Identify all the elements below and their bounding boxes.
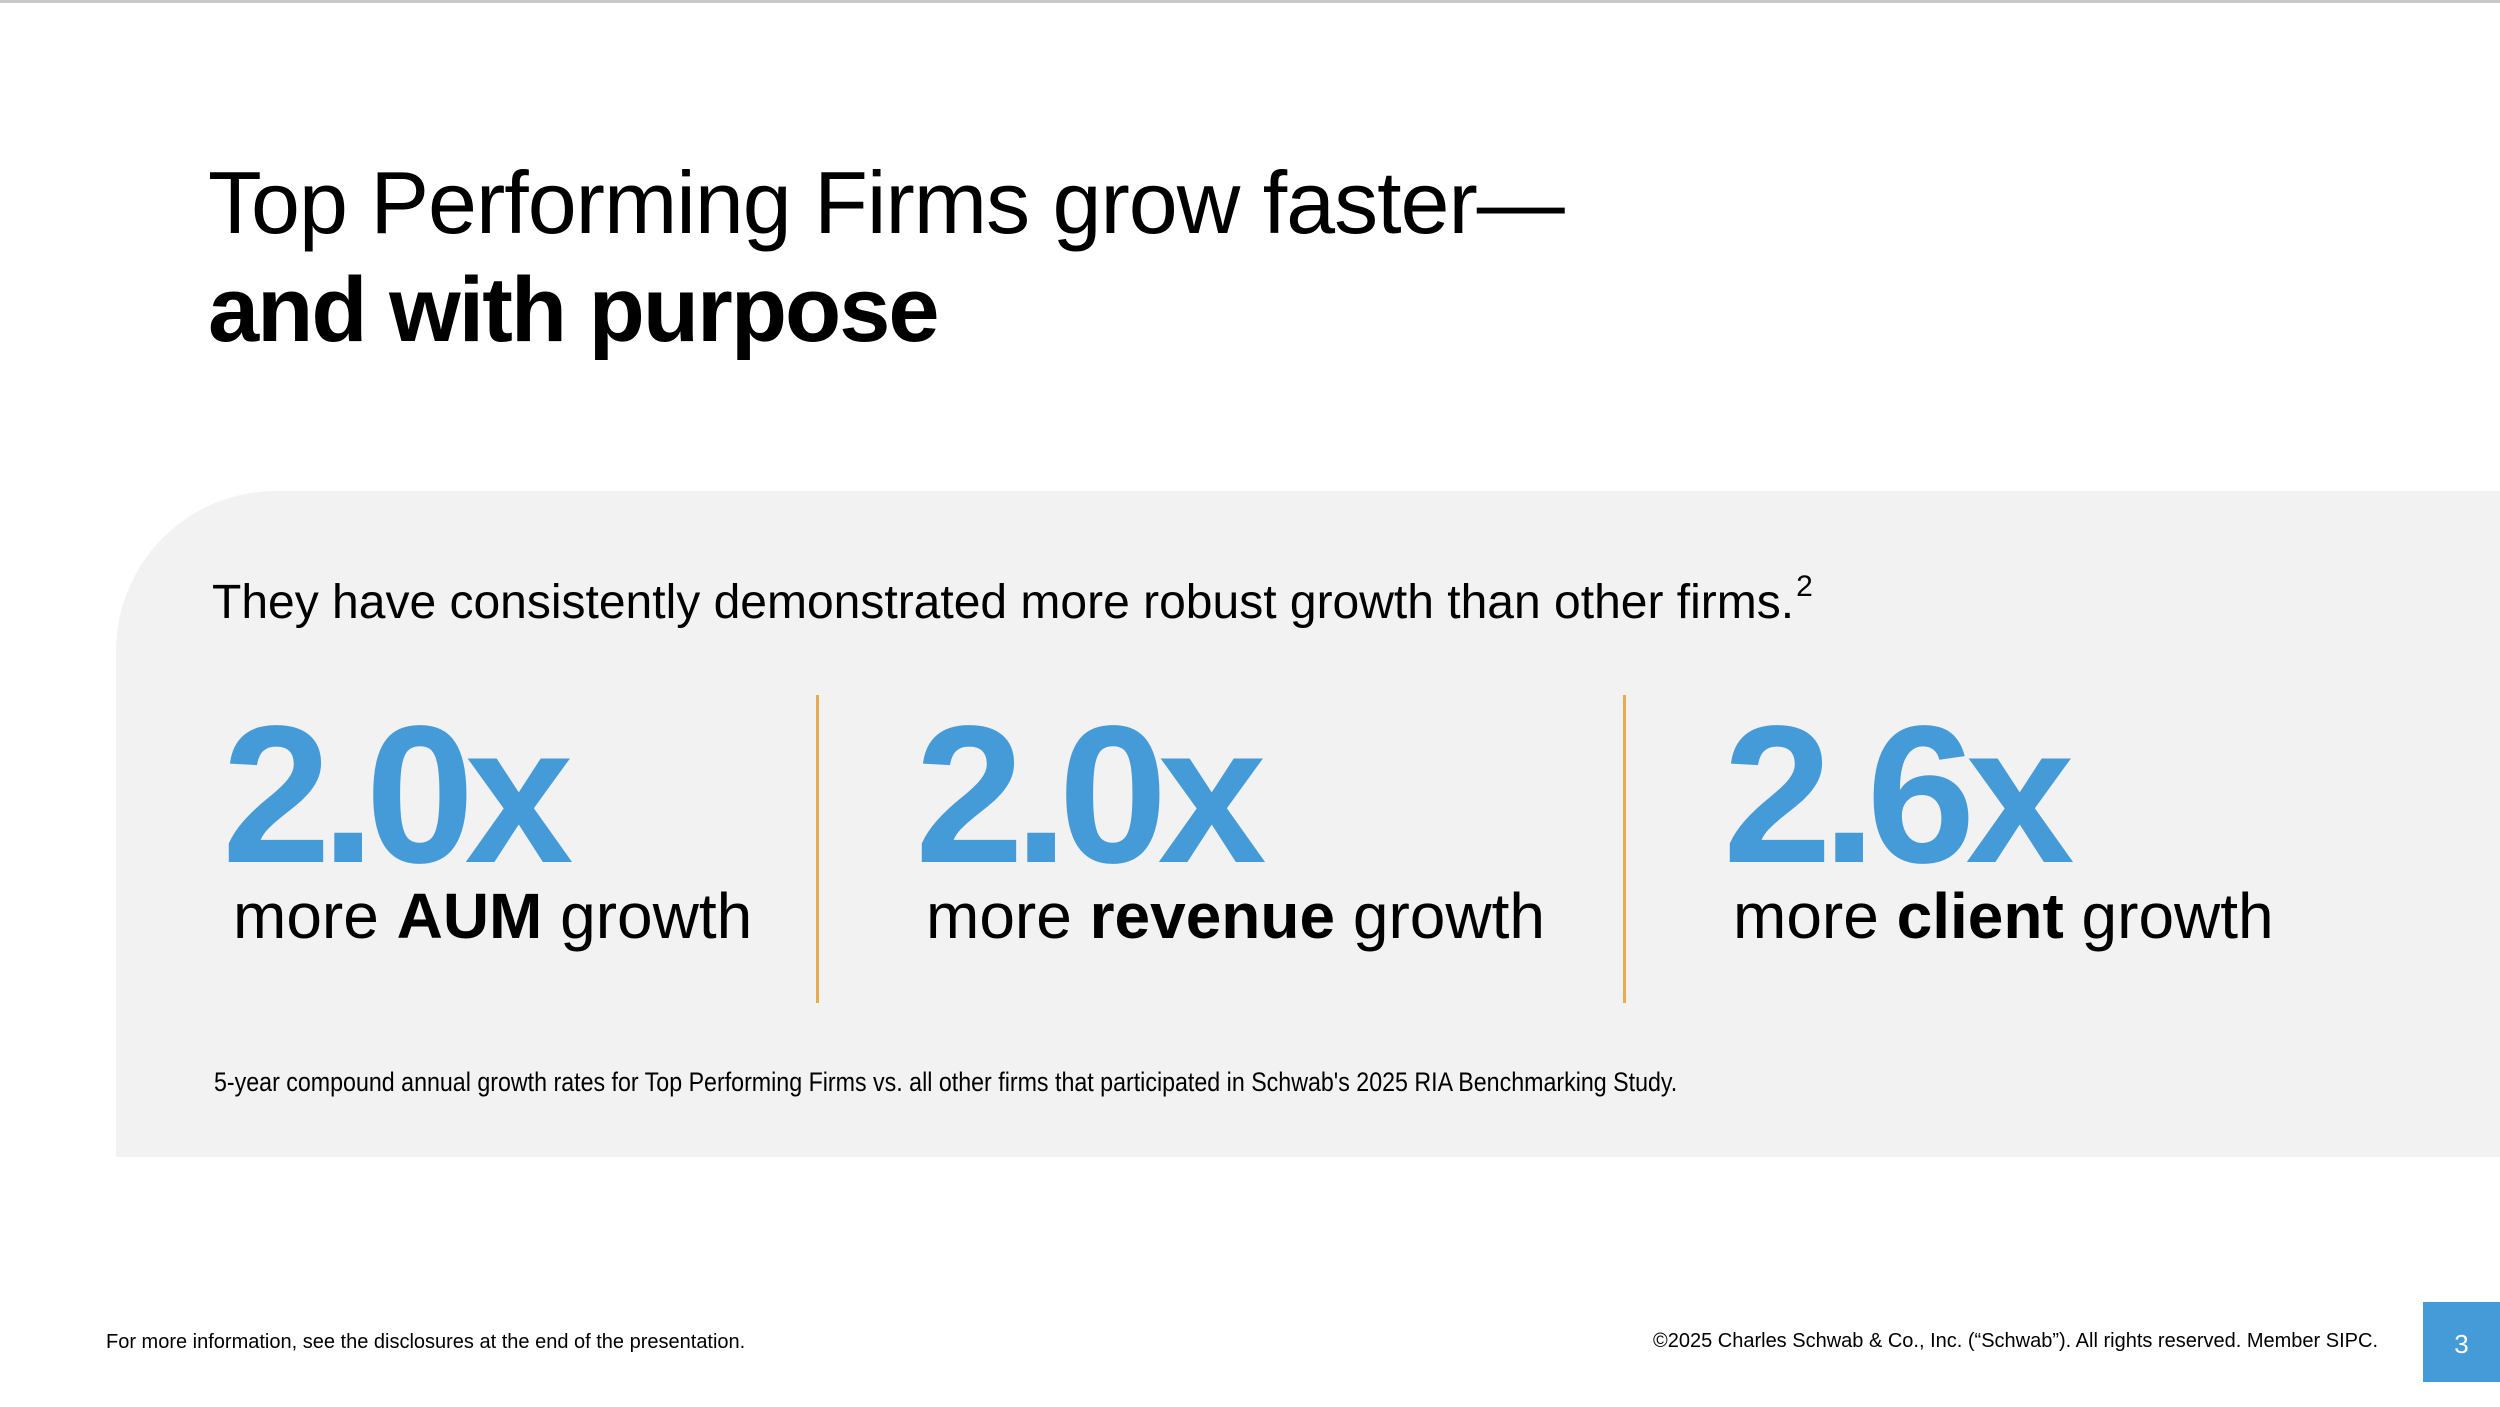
slide-title-line-1: Top Performing Firms grow faster— xyxy=(208,153,1565,252)
lead-text: They have consistently demonstrated more… xyxy=(212,570,1813,642)
stat-client-label-suffix: growth xyxy=(2063,880,2274,952)
copyright-notice: ©2025 Charles Schwab & Co., Inc. (“Schwa… xyxy=(1652,1330,2378,1352)
stat-revenue-label-prefix: more xyxy=(926,880,1090,952)
page-number: 3 xyxy=(2454,1329,2469,1359)
page-number-badge: 3 xyxy=(2423,1302,2500,1382)
panel-footnote: 5-year compound annual growth rates for … xyxy=(214,1067,1678,1097)
top-rule xyxy=(0,0,2500,3)
stat-revenue-label-suffix: growth xyxy=(1335,880,1545,952)
stat-client-label-emphasis: client xyxy=(1896,880,2064,952)
stat-client-label: more client growth xyxy=(1733,876,2274,956)
slide-title-line-2: and with purpose xyxy=(208,259,940,361)
footnote-reference: 2 xyxy=(1796,570,1813,603)
stat-divider-1 xyxy=(816,695,819,1003)
stat-aum-label-prefix: more xyxy=(233,880,397,952)
stat-aum-value: 2.0x xyxy=(222,685,573,904)
stat-client-label-prefix: more xyxy=(1733,880,1897,952)
lead-text-body: They have consistently demonstrated more… xyxy=(212,576,1795,629)
stat-revenue-label: more revenue growth xyxy=(926,876,1545,956)
stat-aum-label-suffix: growth xyxy=(542,880,753,952)
stat-divider-2 xyxy=(1623,695,1626,1003)
stat-revenue-label-emphasis: revenue xyxy=(1089,880,1336,952)
stat-aum-label: more AUM growth xyxy=(233,876,752,956)
growth-stats-panel xyxy=(116,491,2500,1157)
disclosure-note: For more information, see the disclosure… xyxy=(106,1331,746,1353)
stat-aum-label-emphasis: AUM xyxy=(396,880,543,952)
stat-client-value: 2.6x xyxy=(1723,685,2074,904)
stat-revenue-value: 2.0x xyxy=(915,685,1266,904)
